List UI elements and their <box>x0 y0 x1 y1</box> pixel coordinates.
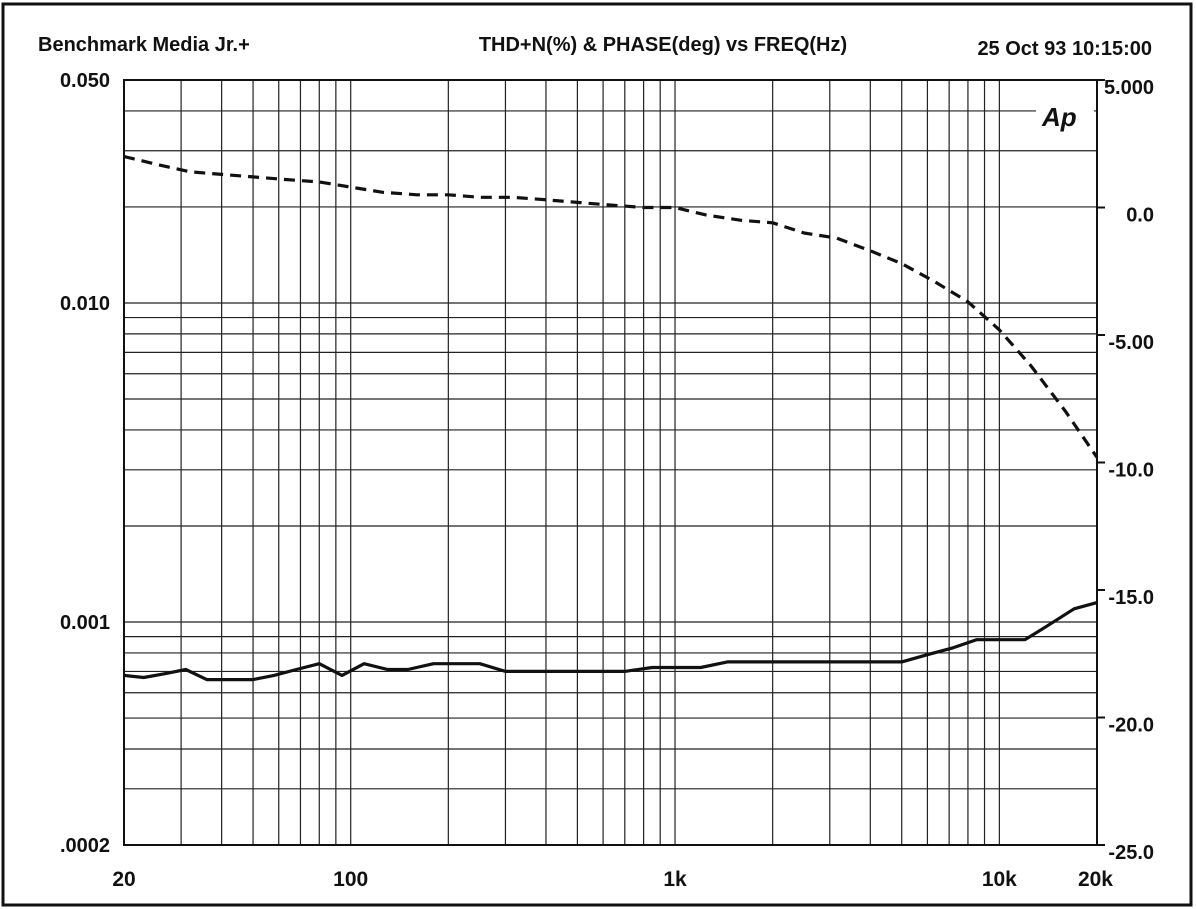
y-right-tick-label: -5.00 <box>1108 332 1154 354</box>
tick-labels: 20 100 1k 10k 20k 0.050 0.010 0.001 .0002 5.000 0.… <box>60 70 1154 891</box>
series-lines <box>123 154 1099 682</box>
watermark: Ap <box>1036 98 1094 132</box>
x-tick-label: 20k <box>1078 868 1113 891</box>
y-right-tick-label: 5.000 <box>1104 77 1154 99</box>
header-center: THD+N(%) & PHASE(deg) vs FREQ(Hz) <box>479 34 847 56</box>
y-right-tick-label: -25.0 <box>1108 842 1154 864</box>
y-right-tick-label: -10.0 <box>1108 460 1154 482</box>
y-right-tick-label: -20.0 <box>1108 715 1154 737</box>
y-left-tick-label: 0.050 <box>60 70 110 92</box>
y-left-tick-label: 0.001 <box>60 612 110 634</box>
thd-n-series-line <box>123 601 1098 682</box>
phase-series-line <box>123 154 1099 459</box>
header-left: Benchmark Media Jr.+ <box>38 34 250 56</box>
x-tick-label: 20 <box>112 868 135 891</box>
x-tick-label: 10k <box>982 868 1017 891</box>
y-right-tick-label: 0.0 <box>1126 205 1154 227</box>
y-left-tick-label: .0002 <box>60 835 110 857</box>
grid <box>124 80 1097 845</box>
header-right: 25 Oct 93 10:15:00 <box>977 38 1152 60</box>
watermark-text: Ap <box>1041 102 1077 132</box>
x-tick-label: 1k <box>663 868 687 891</box>
y-left-tick-label: 0.010 <box>60 293 110 315</box>
y-right-tick-label: -15.0 <box>1108 587 1154 609</box>
x-tick-label: 100 <box>333 868 368 891</box>
